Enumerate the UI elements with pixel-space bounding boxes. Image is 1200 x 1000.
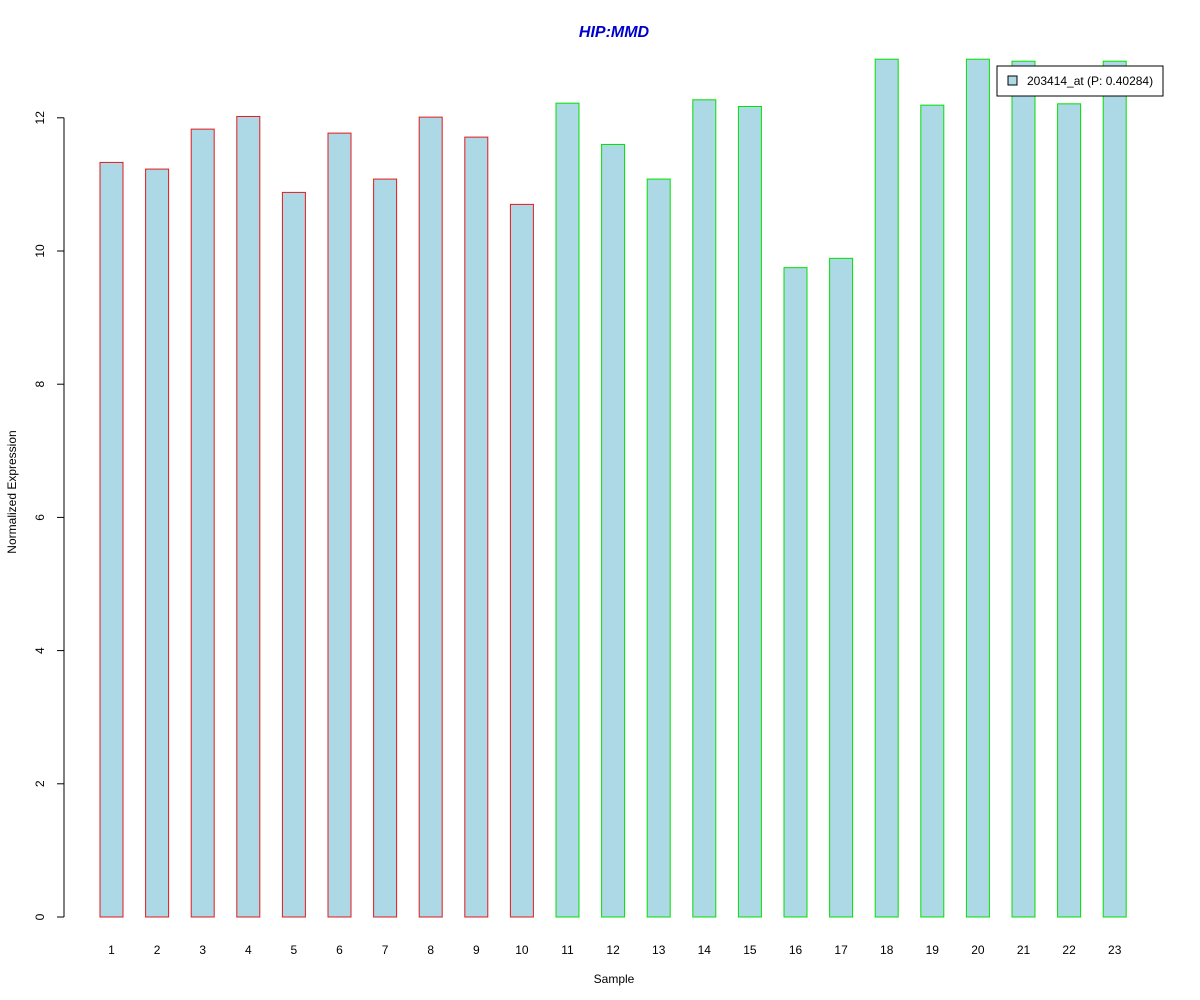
x-tick-label: 17 [834, 943, 848, 957]
x-tick-label: 9 [473, 943, 480, 957]
y-axis-label: Normalized Expression [5, 430, 19, 553]
bar [418, 116, 443, 918]
x-axis-label: Sample [594, 972, 635, 986]
y-tick-label: 0 [33, 913, 47, 920]
bar [829, 257, 854, 918]
x-tick-label: 8 [427, 943, 434, 957]
bar [373, 178, 398, 918]
y-tick-label: 6 [33, 514, 47, 521]
x-tick-label: 4 [245, 943, 252, 957]
x-tick-label: 16 [789, 943, 803, 957]
y-tick-label: 10 [33, 244, 47, 258]
x-tick-labels: 1 2 3 4 5 6 7 8 9 10 11 12 13 14 15 16 17 18 19 20 21 22 23 [108, 943, 1122, 957]
x-tick-label: 2 [154, 943, 161, 957]
x-tick-label: 14 [698, 943, 712, 957]
y-tick-label: 2 [33, 780, 47, 787]
x-tick-label: 23 [1108, 943, 1122, 957]
y-tick-label: 4 [33, 647, 47, 654]
x-tick-label: 11 [561, 943, 574, 957]
bar [145, 168, 170, 918]
bar [327, 132, 352, 918]
y-tick-label: 12 [33, 111, 47, 125]
bar [236, 115, 261, 918]
bar [190, 128, 215, 918]
x-tick-label: 21 [1017, 943, 1031, 957]
bar [1011, 60, 1036, 918]
bar [1102, 60, 1127, 918]
x-tick-label: 3 [199, 943, 206, 957]
bar [1057, 103, 1082, 918]
x-tick-label: 19 [926, 943, 940, 957]
x-tick-label: 10 [515, 943, 529, 957]
legend-label: 203414_at (P: 0.40284) [1027, 74, 1153, 88]
bar [646, 178, 671, 918]
x-tick-label: 18 [880, 943, 894, 957]
legend-box [996, 65, 1164, 97]
x-tick-label: 6 [336, 943, 343, 957]
x-tick-label: 12 [606, 943, 620, 957]
x-tick-label: 20 [971, 943, 985, 957]
x-tick-label: 15 [743, 943, 757, 957]
legend: 203414_at (P: 0.40284) [996, 65, 1164, 97]
x-tick-label: 13 [652, 943, 666, 957]
x-tick-label: 1 [108, 943, 115, 957]
bar [965, 58, 990, 918]
bar [783, 267, 808, 918]
bar [692, 99, 717, 918]
bars-group [99, 58, 1127, 918]
bar [920, 104, 945, 918]
x-tick-label: 5 [291, 943, 298, 957]
bar [99, 161, 124, 918]
x-tick-label: 22 [1062, 943, 1076, 957]
y-tick-label: 8 [33, 381, 47, 388]
bar [737, 105, 762, 918]
bar [601, 143, 626, 918]
legend-swatch [1007, 75, 1018, 86]
bar [555, 102, 580, 918]
bar [281, 191, 306, 918]
y-axis: 0 2 4 6 8 10 12 [33, 111, 65, 920]
bar [874, 58, 899, 918]
bar [464, 136, 489, 918]
chart-title: HIP:MMD [579, 24, 650, 41]
x-tick-label: 7 [382, 943, 389, 957]
bar [509, 203, 534, 918]
